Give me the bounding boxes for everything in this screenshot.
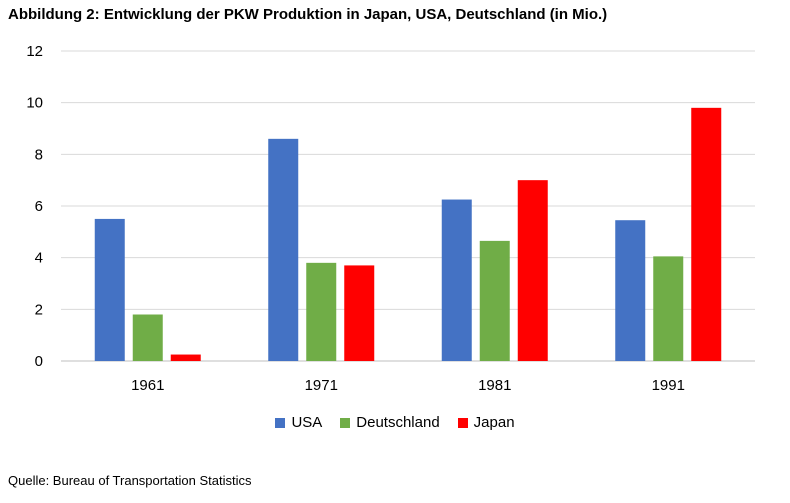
y-tick-label: 0 <box>35 353 43 370</box>
y-tick-label: 12 <box>26 43 43 60</box>
legend-item-usa: USA <box>275 414 322 431</box>
gridlines <box>61 50 755 362</box>
legend-swatch <box>275 417 286 428</box>
y-tick-label: 6 <box>35 198 43 215</box>
y-tick-label: 4 <box>35 250 43 267</box>
legend-label: Japan <box>473 414 515 431</box>
x-axis-labels: 1961 1971 1981 1991 <box>131 377 685 394</box>
bar-usa-1981 <box>441 199 472 361</box>
bar-japan-1981 <box>517 180 548 361</box>
legend-item-deutschland: Deutschland <box>340 414 440 431</box>
legend-item-japan: Japan <box>457 414 515 431</box>
bar-japan-1971 <box>344 265 375 361</box>
bar-deutschland-1971 <box>306 262 337 361</box>
legend-swatch <box>340 417 351 428</box>
bar-japan-1961 <box>170 354 201 361</box>
bar-chart: 0 2 4 6 8 10 12 1961 1971 1981 1991 <box>26 43 755 394</box>
x-tick-label: 1971 <box>305 377 338 394</box>
y-tick-label: 2 <box>35 301 43 318</box>
source-note: Quelle: Bureau of Transportation Statist… <box>8 473 252 488</box>
bar-deutschland-1981 <box>479 240 510 361</box>
chart-title: Abbildung 2: Entwicklung der PKW Produkt… <box>8 6 608 23</box>
y-axis-labels: 0 2 4 6 8 10 12 <box>26 43 43 370</box>
legend-swatch <box>457 417 468 428</box>
legend-label: Deutschland <box>356 414 440 431</box>
x-tick-label: 1981 <box>478 377 511 394</box>
bars <box>94 107 722 361</box>
x-tick-label: 1991 <box>652 377 685 394</box>
legend: USA Deutschland Japan <box>0 414 790 431</box>
y-tick-label: 10 <box>26 95 43 112</box>
bar-usa-1991 <box>615 220 646 361</box>
bar-usa-1961 <box>94 218 125 361</box>
bar-usa-1971 <box>268 138 299 361</box>
bar-deutschland-1961 <box>132 314 163 361</box>
legend-label: USA <box>291 414 323 431</box>
x-tick-label: 1961 <box>131 377 164 394</box>
y-tick-label: 8 <box>35 146 43 163</box>
bar-deutschland-1991 <box>653 256 684 361</box>
bar-japan-1991 <box>691 107 722 361</box>
